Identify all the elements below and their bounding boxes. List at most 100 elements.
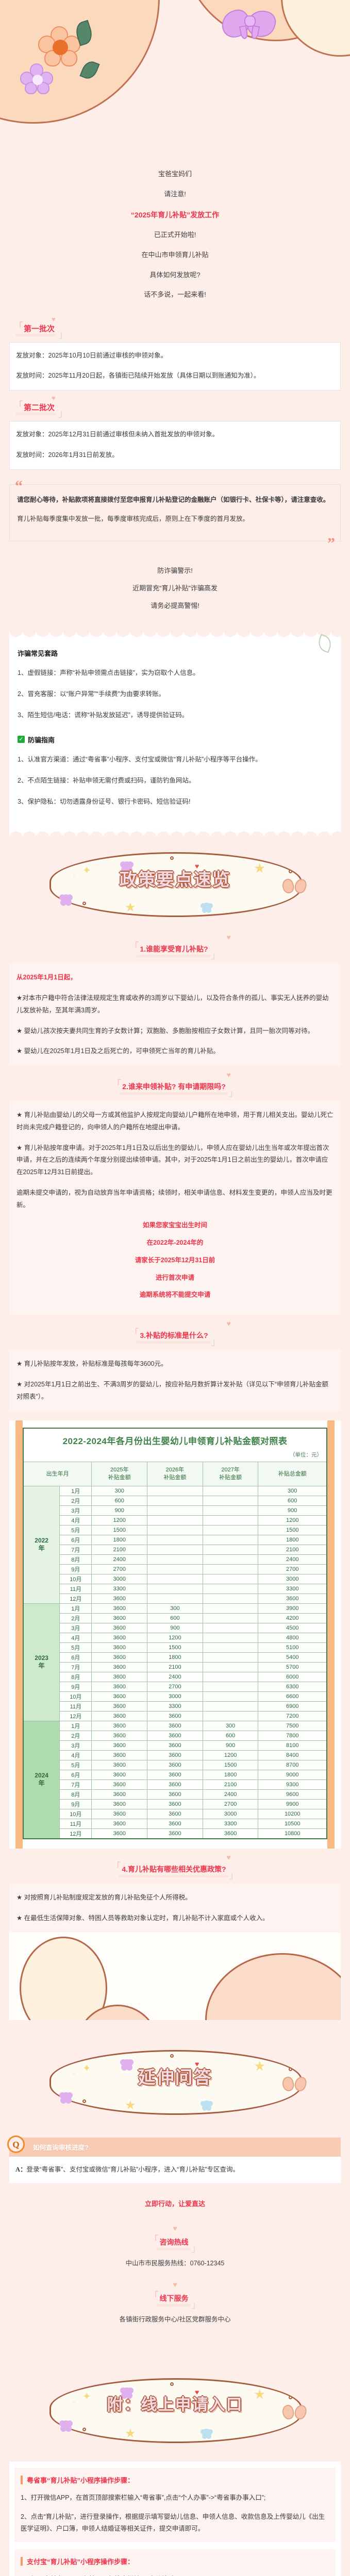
flower-purple-icon [122, 861, 132, 872]
q2-item: ★ 育儿补贴由婴幼儿的父母一方或其他监护人按规定向婴幼儿户籍所在地申领，用于育儿… [16, 1111, 334, 1131]
table-cell [202, 1652, 259, 1663]
batch-2-time: 发放时间：2026年1月31日前发放。 [16, 451, 119, 459]
table-row: 10月 3000 3000 [23, 1573, 327, 1584]
table-cell: 3600 [91, 1613, 148, 1623]
table-cell: 3600 [91, 1710, 148, 1721]
table-cell [147, 1583, 203, 1594]
q2-highlight-line: 请家长于2025年12月31日前 [135, 1256, 215, 1264]
batch-1-time: 发放时间：2025年11月20日起，各镇街已陆续开始发放（具体日期以到账通知为准… [16, 372, 260, 380]
subsidy-amount-table: 2022-2024年各月份出生婴幼儿申领育儿补贴金额对照表 （单位：元） 出生年… [23, 1428, 327, 1839]
table-col-header: 补贴总金额 [258, 1462, 327, 1486]
table-cell [202, 1603, 259, 1614]
table-cell: 12月 [59, 1593, 92, 1604]
question-3-header: ♥ 3.补贴的标准是什么? [0, 1315, 350, 1348]
table-cell: 2月 [59, 1495, 92, 1506]
dot-icon [289, 2067, 292, 2072]
table-cell [147, 1495, 203, 1506]
table-row: 5月 1500 1500 [23, 1524, 327, 1535]
table-cell [202, 1622, 259, 1633]
table-cell: 300 [91, 1485, 148, 1496]
heart-icon: ♥ [195, 2387, 199, 2396]
table-row: 11月 3300 3300 [23, 1583, 327, 1594]
table-cell: 8月 [59, 1554, 92, 1565]
cloud-shape [49, 2050, 302, 2115]
table-cell: 600 [91, 1495, 148, 1506]
heart-icon: ♥ [52, 315, 56, 324]
q4-item: ★ 对按照育儿补贴制度规定发放的育儿补贴免征个人所得税。 [16, 1893, 192, 1901]
table-row: 12月 3600 3600 7200 [23, 1710, 327, 1721]
heart-icon: ♥ [226, 1319, 231, 1328]
check-icon: ✓ [18, 736, 25, 743]
table-cell [202, 1515, 259, 1526]
question-1-header: ♥ 1.谁能享受育儿补贴? [0, 928, 350, 962]
table-cell: 1500 [202, 1759, 259, 1770]
hotline-label: 咨询热线 [149, 2232, 201, 2255]
banner-extended-qa: ✦ ✦ ♥ ★ ★ 延伸问答 [0, 2039, 350, 2126]
table-row: 2月 600 600 [23, 1495, 327, 1506]
table-cell: 2400 [202, 1789, 259, 1800]
table-cell: 2400 [258, 1554, 327, 1565]
banner-qa-title: 延伸问答 [138, 2067, 212, 2089]
star-icon: ★ [254, 2386, 266, 2402]
table-cell [147, 1524, 203, 1535]
table-row: 9月 2700 2700 [23, 1564, 327, 1574]
table-cell: 1800 [91, 1534, 148, 1545]
table-cell: 12月 [59, 1710, 92, 1721]
offline-label-text: 线下服务 [159, 2294, 189, 2302]
batch-1-card: 发放对象：2025年10月10日前通过审核的申领对象。 发放时间：2025年11… [9, 342, 341, 391]
table-cell: 5700 [258, 1662, 327, 1672]
batch-1-label-text: 第一批次 [24, 325, 55, 334]
table-cell: 6300 [258, 1681, 327, 1692]
flower-purple-icon [61, 894, 71, 905]
q2-highlight-line: 进行首次申请 [155, 1274, 194, 1281]
q2-highlight-block: 如果您家宝宝出生时间 在2022年-2024年的 请家长于2025年12月31日… [16, 1219, 334, 1301]
table-cell: 3600 [147, 1720, 203, 1731]
table-cell: 600 [258, 1495, 327, 1506]
quote-line-2: 育儿补贴每季度集中发放一批，每季度审核完成后，原则上在下季度的首月发放。 [17, 515, 249, 523]
flower-purple-icon [20, 63, 54, 96]
table-cell: 1500 [258, 1524, 327, 1535]
table-cell: 5100 [258, 1642, 327, 1653]
table-cell: 1月 [59, 1603, 92, 1614]
table-cell [202, 1671, 259, 1682]
table-cell: 2700 [202, 1799, 259, 1809]
hotline-value[interactable]: 中山市市民服务热线：0760-12345 [125, 2259, 225, 2267]
table-cell: 3600 [91, 1750, 148, 1760]
quote-close-icon: ” [327, 535, 335, 552]
q2-highlight-line: 如果您家宝宝出生时间 [142, 1222, 207, 1229]
question-4-header: ♥ 4.育儿补贴有哪些相关优惠政策? [0, 1849, 350, 1882]
table-cell [147, 1593, 203, 1604]
question-1-body: 从2025年1月1日起， ★对本市户籍中符合法律法规规定生育或收养的3周岁以下婴… [9, 963, 341, 1066]
star-icon: ★ [125, 2426, 136, 2441]
intro-line-1: 宝爸宝妈们 [158, 170, 192, 178]
table-cell: 10月 [59, 1808, 92, 1819]
fraud-guide-item: 3、保护隐私：切勿透露身份证号、银行卡密码、短信验证码! [18, 798, 191, 806]
question-2-label-text: 2.谁来申领补贴? 有申请期限吗? [122, 1082, 226, 1091]
table-cell: 2400 [91, 1554, 148, 1565]
dot-icon [82, 2099, 86, 2104]
table-cell: 3600 [91, 1691, 148, 1702]
table-cell [202, 1534, 259, 1545]
fraud-guide-title-text: 防骗指南 [28, 736, 55, 744]
batch-1-target: 发放对象：2025年10月10日前通过审核的申领对象。 [16, 352, 168, 360]
table-row: 4月 3600 3600 1200 8400 [23, 1750, 327, 1760]
heart-icon: ♥ [173, 2280, 177, 2289]
table-cell: 3月 [59, 1505, 92, 1516]
step-line: 2、点击“育儿补贴”，进行登录操作，根据提示填写婴幼儿信息、申领人信息、收款信息… [21, 2513, 325, 2533]
flower-peach-icon [38, 26, 82, 70]
table-cell: 2700 [147, 1681, 203, 1692]
table-cell: 10800 [258, 1828, 327, 1839]
table-cell [202, 1681, 259, 1692]
scallop-edge-bottom [9, 829, 341, 839]
banner-policy-title: 政策要点速览 [119, 870, 231, 891]
table-col-header: 2026年 补贴金额 [147, 1462, 203, 1486]
table-cell: 1200 [258, 1515, 327, 1526]
offline-block: ♥ 线下服务 各镇街行政服务中心/社区党群服务中心 [0, 2267, 350, 2324]
q1-lead: 从2025年1月1日起， [16, 974, 77, 981]
table-cell: 3600 [258, 1593, 327, 1604]
hotline-label-text: 咨询热线 [159, 2238, 189, 2246]
table-row: 8月 3600 2400 6000 [23, 1671, 327, 1682]
table-row: 7月 3600 3600 2100 9300 [23, 1779, 327, 1790]
banner-entry-title: 附：线上申请入口 [107, 2395, 243, 2414]
